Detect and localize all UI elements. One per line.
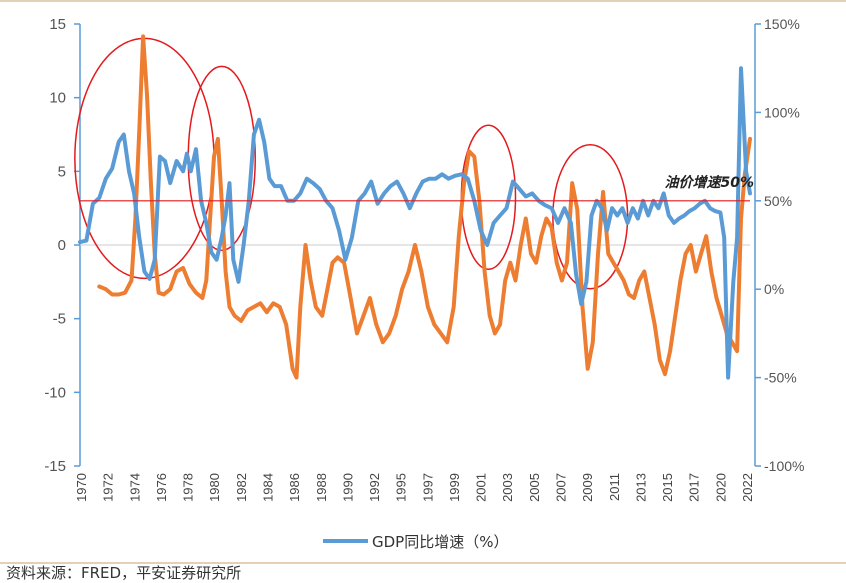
y-tick-label: 10 [49, 90, 66, 107]
y-tick-label: 5 [58, 163, 66, 180]
x-tick-label: 2001 [474, 473, 489, 502]
y-tick-label: 15 [49, 16, 66, 33]
x-tick-label: 1997 [420, 473, 435, 502]
oil-price-series-line [97, 34, 752, 380]
x-tick-label: 2009 [580, 473, 595, 502]
y2-tick-label: 50% [764, 193, 792, 209]
axes: 15 10 5 0 -5 -10 -15 150% 100% 50% 0% -50% -100% 1970… [44, 16, 804, 502]
y-tick-label: -5 [53, 311, 66, 328]
x-tick-label: 2015 [660, 473, 675, 502]
gdp-series-line [78, 66, 752, 380]
x-tick-label: 1974 [127, 473, 142, 502]
x-tick-label: 1970 [74, 473, 89, 502]
x-tick-label: 2011 [607, 473, 622, 501]
x-tick-label: 1980 [207, 473, 222, 502]
x-tick-label: 1988 [314, 473, 329, 502]
x-tick-label: 1982 [234, 473, 249, 502]
x-tick-label: 2013 [633, 473, 648, 502]
x-tick-label: 1995 [394, 473, 409, 502]
y-tick-label: 0 [58, 237, 66, 254]
y-tick-label: -10 [44, 384, 66, 401]
x-tick-label: 2020 [713, 473, 728, 502]
x-tick-label: 1986 [287, 473, 302, 502]
y-tick-label: -15 [44, 458, 66, 475]
x-tick-label: 2003 [500, 473, 515, 502]
x-tick-label: 2007 [554, 473, 569, 502]
y2-tick-label: -100% [764, 458, 804, 474]
x-tick-label: 1984 [260, 473, 275, 502]
reference-line-label: 油价增速50% [664, 174, 754, 191]
x-tick-label: 2022 [740, 473, 755, 502]
x-tick-label: 1990 [340, 473, 355, 502]
y2-tick-label: 150% [764, 16, 800, 32]
legend-label: GDP同比增速（%） [372, 533, 508, 551]
highlight-ellipse [552, 143, 629, 290]
x-tick-label: 1992 [367, 473, 382, 502]
y2-tick-label: -50% [764, 370, 797, 386]
y2-tick-label: 100% [764, 104, 800, 120]
series-lines [78, 34, 752, 380]
x-tick-label: 1976 [154, 473, 169, 502]
x-tick-label: 2005 [527, 473, 542, 502]
y2-tick-label: 0% [764, 281, 784, 297]
x-tick-label: 1972 [101, 473, 116, 502]
x-tick-label: 1999 [447, 473, 462, 502]
x-tick-label: 2017 [687, 473, 702, 502]
reference-line-group: 油价增速50% [80, 174, 754, 202]
legend: GDP同比增速（%） [323, 533, 508, 551]
x-tick-label: 1978 [181, 473, 196, 502]
